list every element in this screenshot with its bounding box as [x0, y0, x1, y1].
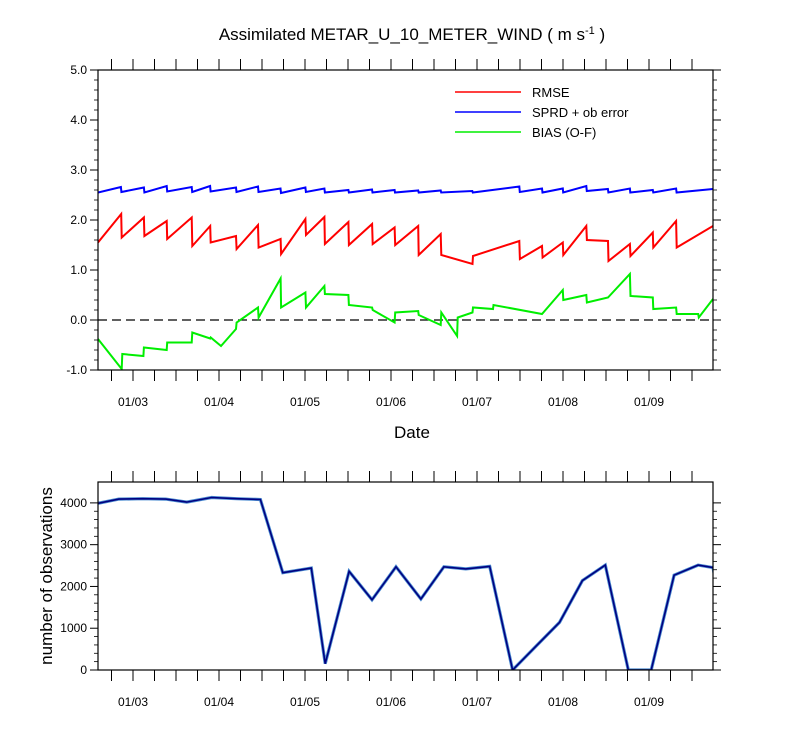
- legend-label-rmse: RMSE: [532, 85, 570, 100]
- series-line-observations: [98, 496, 713, 670]
- top-y-tick-label: 5.0: [70, 63, 87, 77]
- top-y-tick-label: 0.0: [70, 313, 87, 327]
- top-y-tick-label: -1.0: [66, 363, 87, 377]
- legend-label-bias: BIAS (O-F): [532, 125, 596, 140]
- bottom-x-tick-label: 01/05: [290, 695, 320, 709]
- top-x-tick-label: 01/03: [118, 395, 148, 409]
- top-x-tick-label: 01/07: [462, 395, 492, 409]
- top-legend: RMSE SPRD + ob error BIAS (O-F): [455, 85, 629, 140]
- bottom-chart: 0 1000 2000 3000 4000 01/03 01/04 01/05 01/06 01/…: [37, 471, 721, 709]
- top-x-tick-label: 01/04: [204, 395, 234, 409]
- top-x-tick-label: 01/06: [376, 395, 406, 409]
- bottom-y-axis-label: number of observations: [37, 487, 56, 665]
- bottom-x-tick-label: 01/06: [376, 695, 406, 709]
- series-line-rmse: [98, 211, 713, 266]
- title-superscript: -1: [585, 25, 595, 37]
- top-x-axis-label: Date: [394, 423, 430, 442]
- series-line-observations-halo: [98, 495, 713, 670]
- bottom-x-tick-label: 01/04: [204, 695, 234, 709]
- top-plot-area: [98, 184, 713, 370]
- top-y-tick-label: 4.0: [70, 113, 87, 127]
- top-chart: Assimilated METAR_U_10_METER_WIND ( m s-…: [66, 25, 721, 442]
- top-y-tick-label: 3.0: [70, 163, 87, 177]
- title-end: ): [595, 25, 605, 44]
- series-line-bias: [98, 271, 713, 370]
- bottom-plot-area: [98, 495, 713, 670]
- bottom-y-tick-label: 0: [80, 663, 87, 677]
- top-x-tick-label: 01/08: [548, 395, 578, 409]
- top-y-tick-label: 1.0: [70, 263, 87, 277]
- top-chart-title: Assimilated METAR_U_10_METER_WIND ( m s-…: [219, 25, 605, 44]
- legend-label-sprd: SPRD + ob error: [532, 105, 629, 120]
- bottom-y-tick-label: 1000: [60, 621, 87, 635]
- bottom-frame: [97, 481, 714, 671]
- top-axes: -1.0 0.0 1.0 2.0 3.0 4.0 5.0 01/03 01/04 01/05 01/…: [66, 59, 721, 409]
- series-line-sprd: [98, 184, 713, 195]
- bottom-x-tick-label: 01/03: [118, 695, 148, 709]
- top-y-tick-label: 2.0: [70, 213, 87, 227]
- top-x-tick-label: 01/09: [634, 395, 664, 409]
- bottom-y-tick-label: 2000: [60, 579, 87, 593]
- top-x-tick-label: 01/05: [290, 395, 320, 409]
- bottom-x-tick-label: 01/08: [548, 695, 578, 709]
- bottom-y-tick-label: 3000: [60, 538, 87, 552]
- bottom-x-tick-label: 01/07: [462, 695, 492, 709]
- bottom-y-tick-label: 4000: [60, 496, 87, 510]
- bottom-x-tick-label: 01/09: [634, 695, 664, 709]
- bottom-axes: 0 1000 2000 3000 4000 01/03 01/04 01/05 01/06 01/…: [60, 471, 721, 709]
